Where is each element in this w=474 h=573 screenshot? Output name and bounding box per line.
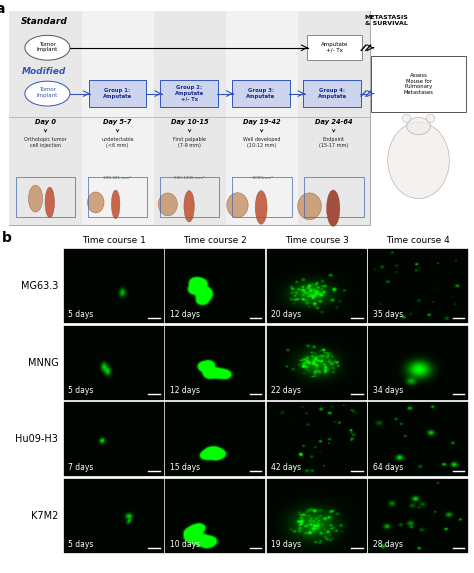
Text: Well developed
(10-12 mm): Well developed (10-12 mm): [243, 137, 281, 148]
FancyBboxPatch shape: [165, 402, 265, 476]
Text: Day 24-64: Day 24-64: [315, 119, 353, 125]
Ellipse shape: [407, 117, 430, 135]
Text: 12 days: 12 days: [170, 309, 200, 319]
Text: 10 days: 10 days: [170, 540, 200, 548]
FancyBboxPatch shape: [368, 249, 468, 323]
Ellipse shape: [426, 114, 435, 123]
Ellipse shape: [45, 187, 55, 218]
Text: 5 days: 5 days: [68, 540, 94, 548]
Text: b: b: [2, 231, 12, 245]
Text: MNNG: MNNG: [27, 358, 58, 368]
Text: 5 days: 5 days: [68, 309, 94, 319]
Text: 5 days: 5 days: [68, 386, 94, 395]
Text: Day 10-15: Day 10-15: [171, 119, 209, 125]
Ellipse shape: [402, 114, 411, 123]
FancyBboxPatch shape: [226, 11, 298, 225]
Text: Standard: Standard: [21, 17, 68, 26]
FancyBboxPatch shape: [368, 479, 468, 553]
Text: Modified: Modified: [21, 67, 66, 76]
Text: 19 days: 19 days: [271, 540, 301, 548]
Text: Tumor
Implant: Tumor Implant: [37, 88, 58, 98]
Text: 22 days: 22 days: [271, 386, 301, 395]
Text: ~2000mm³: ~2000mm³: [250, 176, 273, 179]
Text: Day 5-7: Day 5-7: [103, 119, 132, 125]
Ellipse shape: [227, 193, 248, 218]
Text: 12 days: 12 days: [170, 386, 200, 395]
Text: Group 1:
Amputate: Group 1: Amputate: [103, 88, 132, 99]
Text: Tumor
Implant: Tumor Implant: [37, 42, 58, 52]
Text: K7M2: K7M2: [31, 511, 58, 521]
Text: First palpable
(7-9 mm): First palpable (7-9 mm): [173, 137, 206, 148]
FancyBboxPatch shape: [64, 402, 164, 476]
FancyBboxPatch shape: [368, 402, 468, 476]
Ellipse shape: [88, 192, 104, 213]
FancyBboxPatch shape: [89, 80, 146, 107]
Text: 606-1436 mm³: 606-1436 mm³: [174, 176, 205, 179]
Ellipse shape: [184, 191, 194, 222]
Text: 20 days: 20 days: [271, 309, 301, 319]
Text: METASTASIS
& SURVIVAL: METASTASIS & SURVIVAL: [365, 15, 408, 26]
Text: Time course 2: Time course 2: [183, 236, 247, 245]
FancyBboxPatch shape: [368, 326, 468, 400]
FancyBboxPatch shape: [82, 11, 154, 225]
Text: 64 days: 64 days: [373, 463, 403, 472]
Ellipse shape: [28, 185, 43, 212]
Text: 42 days: 42 days: [271, 463, 301, 472]
FancyBboxPatch shape: [371, 56, 466, 112]
Text: Day 0: Day 0: [35, 119, 56, 125]
Text: 7 days: 7 days: [68, 463, 94, 472]
Text: Time course 3: Time course 3: [285, 236, 348, 245]
FancyBboxPatch shape: [64, 479, 164, 553]
FancyBboxPatch shape: [303, 80, 361, 107]
Text: Orthotopic tumor
cell injection: Orthotopic tumor cell injection: [24, 137, 67, 148]
FancyBboxPatch shape: [64, 326, 164, 400]
FancyBboxPatch shape: [307, 35, 362, 60]
Text: 35 days: 35 days: [373, 309, 403, 319]
Ellipse shape: [111, 190, 120, 219]
Text: Hu09-H3: Hu09-H3: [16, 434, 58, 445]
FancyBboxPatch shape: [267, 249, 366, 323]
FancyBboxPatch shape: [165, 249, 265, 323]
Text: undetectable
(<6 mm): undetectable (<6 mm): [101, 137, 134, 148]
Text: 34 days: 34 days: [373, 386, 403, 395]
FancyBboxPatch shape: [9, 11, 370, 225]
Text: Group 4:
Amputate: Group 4: Amputate: [318, 88, 347, 99]
Ellipse shape: [255, 191, 267, 224]
Text: Assess
Mouse for
Pulmonary
Metastases: Assess Mouse for Pulmonary Metastases: [403, 73, 434, 95]
FancyBboxPatch shape: [9, 11, 82, 225]
FancyBboxPatch shape: [267, 402, 366, 476]
Ellipse shape: [388, 122, 449, 199]
FancyBboxPatch shape: [160, 80, 218, 107]
Ellipse shape: [298, 193, 321, 219]
Text: Endpoint
(15-17 mm): Endpoint (15-17 mm): [319, 137, 348, 148]
Text: MG63.3: MG63.3: [21, 281, 58, 291]
Text: Time course 1: Time course 1: [82, 236, 146, 245]
Text: 15 days: 15 days: [170, 463, 200, 472]
Text: Time course 4: Time course 4: [386, 236, 450, 245]
Text: a: a: [0, 2, 5, 16]
FancyBboxPatch shape: [298, 11, 370, 225]
FancyBboxPatch shape: [165, 479, 265, 553]
FancyBboxPatch shape: [232, 80, 290, 107]
Text: 28 days: 28 days: [373, 540, 402, 548]
Ellipse shape: [25, 81, 70, 106]
FancyBboxPatch shape: [154, 11, 226, 225]
FancyBboxPatch shape: [64, 249, 164, 323]
Text: Group 2:
Amputate
+/- Tx: Group 2: Amputate +/- Tx: [174, 85, 204, 101]
FancyBboxPatch shape: [165, 326, 265, 400]
Text: 180-321 mm³: 180-321 mm³: [103, 176, 132, 179]
Ellipse shape: [25, 36, 70, 60]
Text: Amputate
+/- Tx: Amputate +/- Tx: [320, 42, 348, 53]
Ellipse shape: [158, 193, 177, 216]
Ellipse shape: [327, 190, 340, 226]
Text: Group 3:
Amputate: Group 3: Amputate: [246, 88, 275, 99]
FancyBboxPatch shape: [267, 326, 366, 400]
Text: Day 19-42: Day 19-42: [243, 119, 281, 125]
FancyBboxPatch shape: [267, 479, 366, 553]
